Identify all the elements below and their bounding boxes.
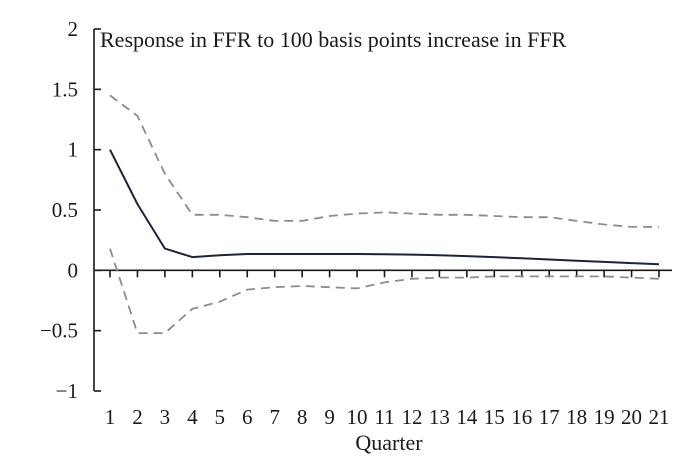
x-tick-label: 1 xyxy=(105,405,116,429)
x-tick-label: 17 xyxy=(539,405,560,429)
x-tick-label: 4 xyxy=(187,405,198,429)
x-axis: 1 2 3 4 5 6 7 8 9 10 11 12 13 14 15 16 17 18 19 20 21 xyxy=(94,269,672,429)
y-axis: 2 1.5 1 0.5 0 −0.5 −1 xyxy=(40,17,101,403)
series-lines xyxy=(109,94,660,335)
x-tick-label: 12 xyxy=(401,405,422,429)
x-tick-label: 8 xyxy=(297,405,308,429)
x-tick-label: 13 xyxy=(429,405,450,429)
x-tick-label: 19 xyxy=(594,405,615,429)
x-tick-label: 6 xyxy=(242,405,253,429)
y-tick-label: 2 xyxy=(68,17,79,41)
point-estimate-line xyxy=(109,149,660,266)
x-tick-label: 11 xyxy=(374,405,394,429)
x-tick-label: 10 xyxy=(347,405,368,429)
y-tick-label: 0.5 xyxy=(52,198,78,222)
x-tick-label: 3 xyxy=(160,405,171,429)
y-tick-label: −0.5 xyxy=(40,319,78,343)
upper-band-line xyxy=(109,94,659,228)
x-tick-label: 18 xyxy=(566,405,587,429)
x-tick-label: 2 xyxy=(132,405,143,429)
x-tick-label: 14 xyxy=(456,405,478,429)
y-tick-label: 1 xyxy=(68,138,79,162)
x-axis-title: Quarter xyxy=(355,430,423,455)
y-tick-label: 1.5 xyxy=(52,77,78,101)
x-tick-label: 20 xyxy=(621,405,642,429)
y-tick-label: 0 xyxy=(68,258,79,282)
x-tick-label: 16 xyxy=(511,405,532,429)
x-tick-label: 7 xyxy=(269,405,280,429)
x-tick-label: 9 xyxy=(324,405,335,429)
x-tick-label: 21 xyxy=(649,405,670,429)
chart-title: Response in FFR to 100 basis points incr… xyxy=(100,27,567,52)
x-tick-label: 5 xyxy=(215,405,226,429)
lower-band-line xyxy=(109,248,660,335)
x-tick-label: 15 xyxy=(484,405,505,429)
y-tick-label: −1 xyxy=(56,379,78,403)
